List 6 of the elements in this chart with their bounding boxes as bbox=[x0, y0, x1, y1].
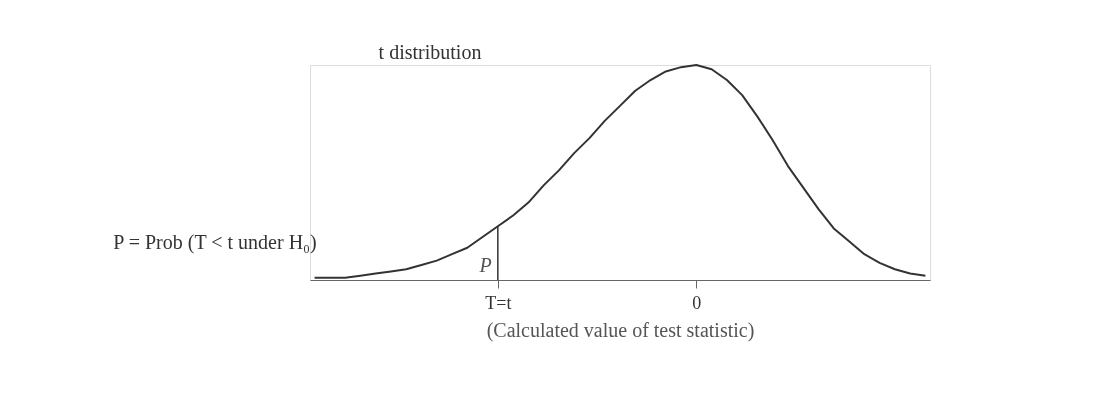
annotation: P = Prob (T < t under H₀) bbox=[113, 231, 317, 254]
text: t distribution bbox=[378, 41, 482, 63]
ref-line-label: P bbox=[478, 254, 492, 276]
x-tick-label: 0 bbox=[692, 292, 702, 313]
x-axis-title: (Calculated value of test statistic) bbox=[486, 318, 755, 342]
x-tick-label: T=t bbox=[485, 292, 512, 313]
